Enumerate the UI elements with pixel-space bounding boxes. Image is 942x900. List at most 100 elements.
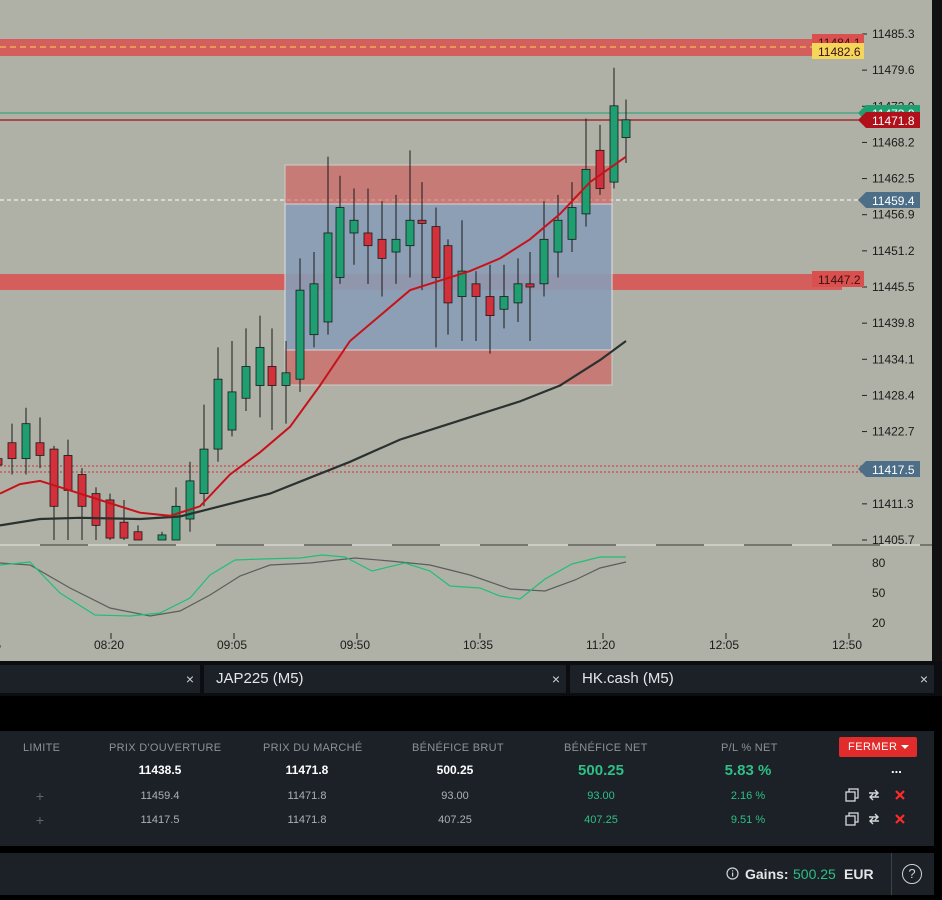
reverse-icon[interactable] xyxy=(867,812,881,826)
bullish-candle xyxy=(405,219,415,247)
bullish-candle xyxy=(609,105,619,183)
price-tick-label: 11485.3 xyxy=(872,27,915,41)
bullish-candle xyxy=(621,119,631,139)
tp2-tag-text: 11482.6 xyxy=(818,45,861,59)
price-tick-label: 11456.9 xyxy=(872,208,915,222)
bearish-candle xyxy=(35,442,45,456)
bullish-candle xyxy=(391,238,401,253)
summary-gross: 500.25 xyxy=(436,763,474,777)
zone-tag-text: 11447.2 xyxy=(818,273,861,287)
header-open-price: PRIX D'OUVERTURE xyxy=(109,742,222,754)
bullish-candle xyxy=(499,296,509,310)
bearish-candle xyxy=(49,448,59,507)
bullish-candle xyxy=(185,480,195,520)
row2-limit-add[interactable]: + xyxy=(35,812,45,828)
price-tick-label: 11445.5 xyxy=(872,280,915,294)
time-tick-label: 12:50 xyxy=(832,638,862,652)
close-positions-button[interactable]: FERMER xyxy=(839,737,917,757)
time-tick-label: 09:05 xyxy=(217,638,247,652)
tp2-tag-shape xyxy=(812,43,864,59)
entry2-price-tag-shape xyxy=(858,192,920,208)
bearish-candle xyxy=(77,474,87,507)
close-position-icon[interactable] xyxy=(893,788,907,802)
entry1-price-tag-text: 11417.5 xyxy=(872,463,915,477)
close-position-icon[interactable] xyxy=(893,812,907,826)
bearish-candle xyxy=(525,283,535,288)
price-tick-label: 11462.5 xyxy=(872,172,915,186)
zone-tag: 11447.2 xyxy=(812,271,864,287)
bullish-candle xyxy=(295,289,305,380)
price-chart[interactable]: 11485.311479.611473.911468.211462.511456… xyxy=(0,0,932,661)
summary-pl: 5.83 % xyxy=(724,762,772,779)
slow-moving-average xyxy=(0,340,627,527)
row2-net: 407.25 xyxy=(584,814,618,826)
bearish-candle xyxy=(485,296,495,317)
bullish-candle xyxy=(171,505,181,541)
row2-pl: 9.51 % xyxy=(730,814,766,826)
bullish-candle xyxy=(255,346,265,386)
market-price-tag-shape xyxy=(858,112,920,128)
bullish-candle xyxy=(323,232,333,323)
bearish-candle xyxy=(119,521,129,539)
row1-limit-add[interactable]: + xyxy=(35,788,45,804)
time-tick-label: 12:05 xyxy=(709,638,739,652)
tab-1-close-icon[interactable]: × xyxy=(185,671,194,687)
bullish-candle xyxy=(241,366,251,399)
bearish-candle xyxy=(363,232,373,247)
right-edge xyxy=(932,0,942,661)
market-price-tag-text: 11471.8 xyxy=(872,114,915,128)
more-options-icon[interactable]: ... xyxy=(891,761,902,776)
price-tick-label: 11468.2 xyxy=(872,135,915,149)
header-limit: LIMITE xyxy=(23,742,61,754)
chart-tabs: × JAP225 (M5) × HK.cash (M5) × xyxy=(0,661,942,696)
bearish-candle xyxy=(377,238,387,259)
summary-net: 500.25 xyxy=(578,762,624,779)
close-positions-label: FERMER xyxy=(848,741,898,753)
row1-net: 93.00 xyxy=(587,790,615,802)
row2-open: 11417.5 xyxy=(140,814,180,826)
reverse-icon[interactable] xyxy=(867,788,881,802)
bullish-candle xyxy=(457,270,467,297)
time-tick-label: 09:50 xyxy=(340,638,370,652)
price-tick-label: 11439.8 xyxy=(872,316,915,330)
price-tick-label: 11411.3 xyxy=(872,497,914,511)
entry2-price-tag-text: 11459.4 xyxy=(872,194,915,208)
oscillator-tick-label: 80 xyxy=(872,556,886,570)
bullish-candle xyxy=(553,219,563,253)
tab-hkcash[interactable]: HK.cash (M5) × xyxy=(570,665,934,693)
bullish-candle xyxy=(581,168,591,215)
bullish-candle xyxy=(309,283,319,336)
header-gross-profit: BÉNÉFICE BRUT xyxy=(412,742,504,754)
help-icon[interactable]: ? xyxy=(902,864,922,884)
entry1-price-tag: 11417.5 xyxy=(858,461,920,477)
info-icon[interactable] xyxy=(726,867,739,880)
price-tags: 11484.111482.611447.211473.911471.811459… xyxy=(812,34,920,477)
row1-pl: 2.16 % xyxy=(730,790,766,802)
oscillator-main-line xyxy=(0,554,626,617)
bullish-candle xyxy=(335,207,345,278)
price-tick-label: 11451.2 xyxy=(872,244,915,258)
bearish-candle xyxy=(133,531,143,541)
tab-jap225-close-icon[interactable]: × xyxy=(551,671,560,687)
row1-gross: 93.00 xyxy=(441,790,469,802)
bullish-candle xyxy=(21,423,31,460)
bullish-candle xyxy=(349,219,359,234)
bearish-candle xyxy=(417,219,427,224)
tab-jap225[interactable]: JAP225 (M5) × xyxy=(204,665,566,693)
bearish-candle xyxy=(443,245,453,304)
tp2-tag: 11482.6 xyxy=(812,43,864,59)
tab-1[interactable]: × xyxy=(0,665,200,693)
tab-hkcash-label: HK.cash (M5) xyxy=(582,670,674,687)
time-tick-label: 10:35 xyxy=(463,638,493,652)
entry2-price-tag: 11459.4 xyxy=(858,192,920,208)
chevron-down-icon xyxy=(901,745,909,749)
oscillator-tick-label: 50 xyxy=(872,586,886,600)
chart-canvas[interactable]: 11485.311479.611473.911468.211462.511456… xyxy=(0,0,932,661)
time-tick-label: 08:20 xyxy=(94,638,124,652)
copy-icon[interactable] xyxy=(845,812,859,826)
bearish-candle xyxy=(91,493,101,526)
oscillator-tick-label: 20 xyxy=(872,616,886,630)
copy-icon[interactable] xyxy=(845,788,859,802)
tab-hkcash-close-icon[interactable]: × xyxy=(919,671,928,687)
row1-open: 11459.4 xyxy=(140,790,180,802)
